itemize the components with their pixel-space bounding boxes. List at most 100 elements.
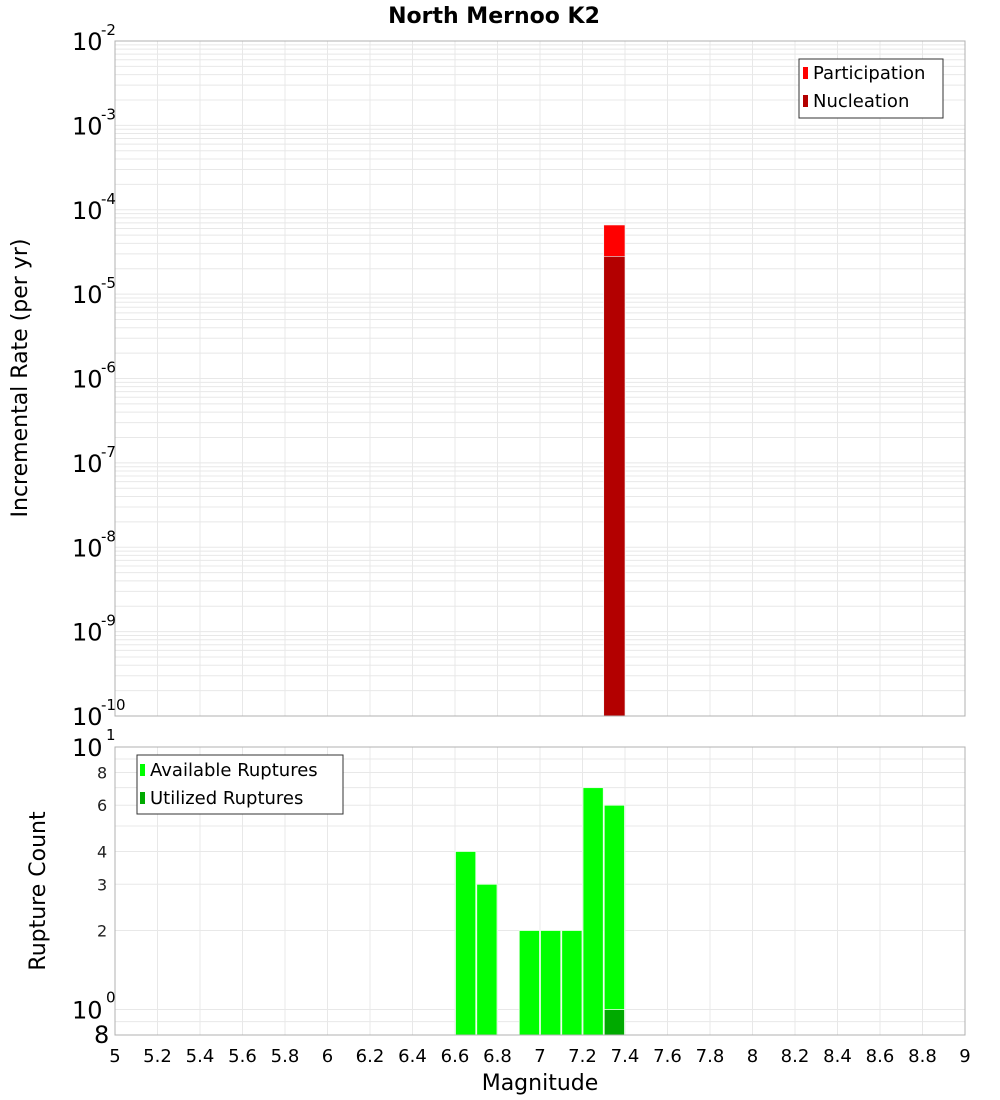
- svg-text:-10: -10: [101, 696, 126, 714]
- x-tick-label: 8: [747, 1046, 758, 1067]
- top-legend-box: [798, 58, 944, 119]
- top-legend: Participation Nucleation: [798, 58, 944, 119]
- legend-nucleation-label: Nucleation: [813, 91, 909, 112]
- x-tick-label: 5.8: [271, 1046, 300, 1067]
- svg-text:10: 10: [72, 534, 103, 562]
- legend-utilized-label: Utilized Ruptures: [150, 788, 303, 809]
- legend-participation-label: Participation: [813, 63, 925, 84]
- top-bars: [603, 224, 626, 717]
- y-tick-label: 10-7: [72, 443, 116, 478]
- y-tick-label: 10-5: [72, 274, 116, 309]
- y-tick-label: 6: [97, 796, 107, 815]
- svg-text:6: 6: [97, 796, 107, 815]
- y-tick-label: 10 1: [72, 726, 116, 762]
- x-tick-label: 6.6: [441, 1046, 470, 1067]
- utilized-swatch-icon: [140, 792, 145, 804]
- x-tick-label: 6: [322, 1046, 333, 1067]
- x-tick-label: 6.8: [483, 1046, 512, 1067]
- svg-text:0: 0: [106, 989, 116, 1007]
- y-tick-label: 10-3: [72, 105, 116, 140]
- y-tick-label: 3: [97, 875, 107, 894]
- available-swatch-icon: [140, 764, 145, 776]
- available-ruptures-bar: [518, 930, 540, 1036]
- legend-available-label: Available Ruptures: [150, 760, 318, 781]
- x-tick-label: 9: [959, 1046, 970, 1067]
- y-tick-label: 2: [97, 922, 107, 941]
- x-tick-label: 5.6: [228, 1046, 257, 1067]
- available-ruptures-bar: [561, 930, 583, 1036]
- utilized-ruptures-bar: [603, 1009, 625, 1036]
- svg-text:10: 10: [72, 997, 103, 1025]
- svg-text:10: 10: [72, 450, 103, 478]
- svg-text:-4: -4: [101, 190, 116, 208]
- bottom-legend-box: [136, 754, 344, 815]
- y-tick-label: 10-2: [72, 21, 116, 56]
- x-tick-label: 8.6: [866, 1046, 895, 1067]
- svg-text:10: 10: [72, 28, 103, 56]
- svg-text:-7: -7: [101, 443, 116, 461]
- svg-text:1: 1: [106, 726, 116, 744]
- y-tick-label: 4: [97, 842, 107, 861]
- svg-text:-9: -9: [101, 612, 116, 630]
- x-tick-label: 7.6: [653, 1046, 682, 1067]
- bottom-plot-frame: [114, 746, 966, 1036]
- top-grid: [115, 41, 966, 717]
- participation-swatch-icon: [803, 67, 808, 79]
- y-tick-label: 10-10: [72, 696, 126, 731]
- available-ruptures-bar: [476, 883, 498, 1036]
- svg-text:8: 8: [94, 1021, 109, 1049]
- available-ruptures-bar: [540, 930, 562, 1036]
- svg-text:10: 10: [72, 281, 103, 309]
- x-tick-label: 7.4: [611, 1046, 640, 1067]
- x-tick-label: 5.4: [186, 1046, 215, 1067]
- svg-text:-2: -2: [101, 21, 116, 39]
- x-tick-label: 7.2: [568, 1046, 597, 1067]
- top-y-axis-label: Incremental Rate (per yr): [8, 239, 33, 518]
- top-y-axis-ticks: 10-210-310-410-510-610-710-810-910-10: [72, 21, 126, 731]
- bottom-legend: Available Ruptures Utilized Ruptures: [136, 754, 344, 815]
- svg-text:10: 10: [72, 734, 103, 762]
- svg-text:-3: -3: [101, 105, 116, 123]
- x-tick-label: 7.8: [696, 1046, 725, 1067]
- nucleation-bar: [603, 256, 626, 717]
- top-plot-frame: [114, 40, 966, 717]
- svg-text:-6: -6: [101, 359, 116, 377]
- svg-text:4: 4: [97, 842, 107, 861]
- x-tick-label: 8.4: [823, 1046, 852, 1067]
- x-tick-label: 8.8: [908, 1046, 937, 1067]
- x-tick-label: 8.2: [781, 1046, 810, 1067]
- y-tick-label: 10-8: [72, 527, 116, 562]
- y-tick-label: 10-9: [72, 612, 116, 647]
- y-tick-label: 8: [97, 763, 107, 782]
- svg-text:-8: -8: [101, 527, 116, 545]
- y-tick-label: 10-6: [72, 359, 116, 394]
- svg-text:2: 2: [97, 922, 107, 941]
- x-axis-ticks: 5 5.2 5.4 5.6 5.8 6 6.2 6.4 6.6 6.8 7 7.2 7.4 7.6 7.8 8…: [109, 1046, 970, 1067]
- bottom-y-axis-label: Rupture Count: [26, 811, 51, 971]
- svg-text:10: 10: [72, 197, 103, 225]
- x-axis-label: Magnitude: [482, 1071, 599, 1096]
- svg-text:-5: -5: [101, 274, 116, 292]
- chart-title: North Mernoo K2: [388, 4, 600, 29]
- svg-text:10: 10: [72, 112, 103, 140]
- x-tick-label: 6.2: [356, 1046, 385, 1067]
- svg-text:10: 10: [72, 619, 103, 647]
- svg-text:8: 8: [97, 763, 107, 782]
- bottom-bars: [455, 787, 625, 1036]
- available-ruptures-bar: [603, 804, 625, 1036]
- x-tick-label: 5: [109, 1046, 120, 1067]
- y-tick-label: 10 0: [72, 989, 116, 1025]
- x-tick-label: 7: [534, 1046, 545, 1067]
- nucleation-swatch-icon: [803, 95, 808, 107]
- available-ruptures-bar: [582, 787, 604, 1036]
- y-tick-label: 8: [94, 1021, 109, 1049]
- y-tick-label: 10-4: [72, 190, 116, 225]
- available-ruptures-bar: [455, 851, 477, 1036]
- svg-text:3: 3: [97, 875, 107, 894]
- svg-text:10: 10: [72, 703, 103, 731]
- top-plot: 10-210-310-410-510-610-710-810-910-10 In…: [8, 21, 966, 731]
- x-tick-label: 6.4: [398, 1046, 427, 1067]
